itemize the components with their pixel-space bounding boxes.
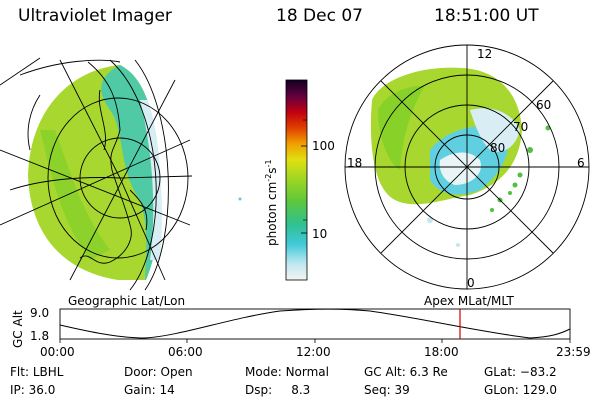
colorbar-tick-10: 10 [312, 227, 328, 241]
mlt-label-12: 12 [477, 47, 493, 61]
time-label: 18:51:00 UT [434, 6, 539, 26]
altitude-ymin-label: 1.8 [30, 329, 50, 343]
glon-info: GLon: 129.0 [484, 383, 557, 397]
seq-info: Seq: 39 [364, 383, 410, 397]
altitude-curve [59, 308, 571, 339]
colorbar-tick-100: 100 [312, 139, 335, 153]
x-tick-label: 12:00 [296, 345, 331, 359]
gain-info: Gain: 14 [124, 383, 175, 397]
glat-info: GLat: −83.2 [484, 365, 557, 379]
date-label: 18 Dec 07 [276, 6, 363, 26]
mlt-label-18: 18 [347, 156, 363, 170]
mode-info: Mode: Normal [245, 365, 329, 379]
lat-label-70: 70 [513, 120, 529, 134]
instrument-title: Ultraviolet Imager [18, 6, 172, 26]
lat-label-60: 60 [536, 98, 552, 112]
lat-label-80: 80 [490, 141, 506, 155]
gcalt-info: GC Alt: 6.3 Re [364, 365, 448, 379]
altitude-ylabel: GC Alt [11, 310, 25, 348]
x-tick-label: 18:00 [424, 345, 459, 359]
mlt-label-0: 0 [467, 276, 475, 290]
ip-info: IP: 36.0 [10, 383, 56, 397]
mlt-label-6: 6 [577, 156, 585, 170]
altitude-ymax-label: 9.0 [30, 306, 50, 320]
x-tick-label: 23:59 [556, 345, 591, 359]
polar-panel-label: Apex MLat/MLT [424, 294, 514, 308]
door-info: Door: Open [124, 365, 193, 379]
geographic-panel-label: Geographic Lat/Lon [68, 294, 186, 308]
dsp-info: Dsp: 8.3 [245, 383, 311, 397]
filter-info: Flt: LBHL [10, 365, 64, 379]
x-tick-label: 00:00 [40, 345, 75, 359]
x-tick-label: 06:00 [168, 345, 203, 359]
